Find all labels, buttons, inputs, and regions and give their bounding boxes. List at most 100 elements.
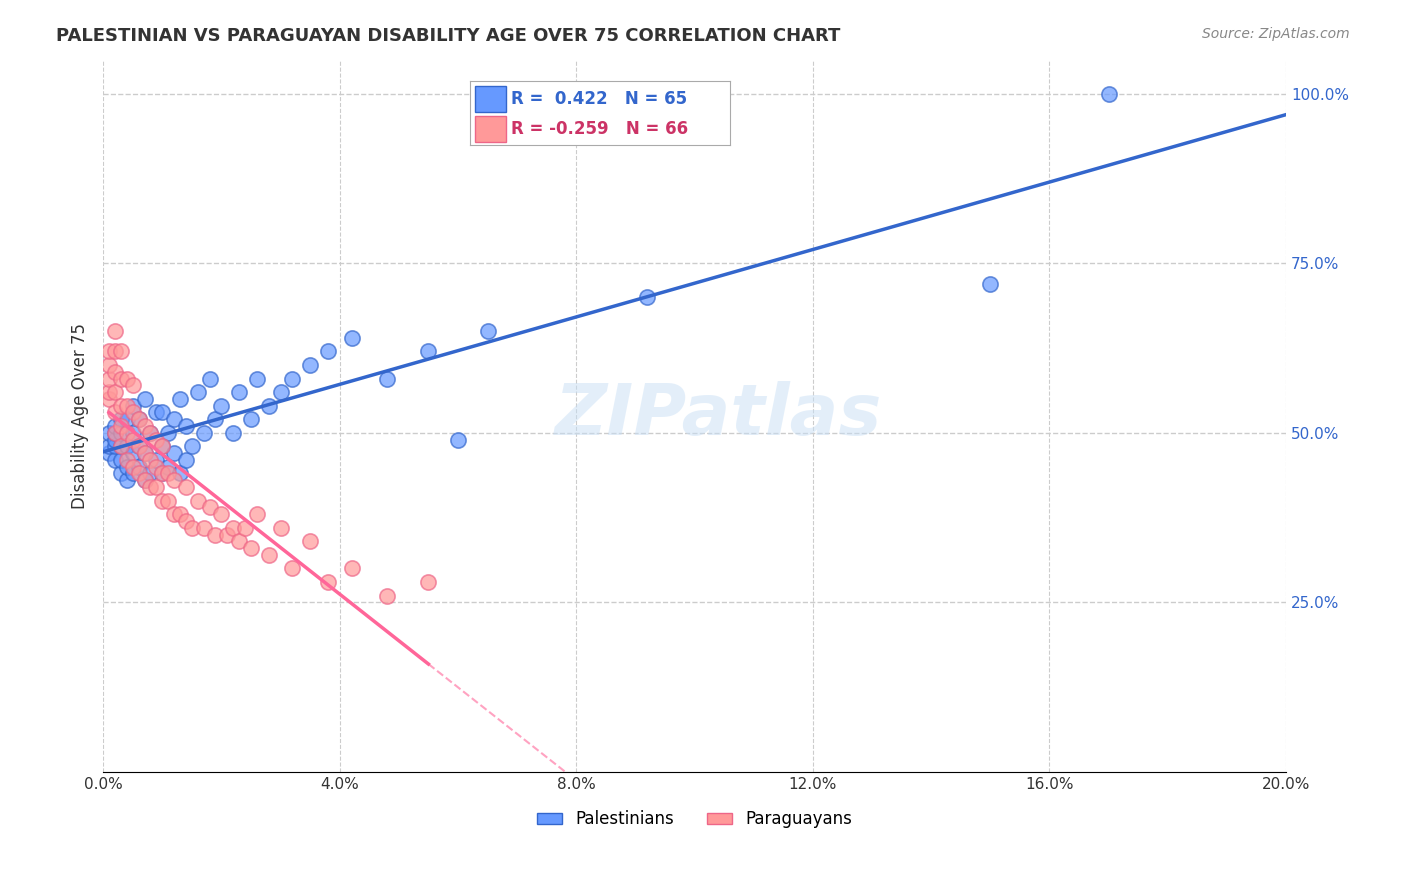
Point [110,425,132,440]
Point [139,425,162,440]
Point [110,419,132,434]
Text: PALESTINIAN VS PARAGUAYAN DISABILITY AGE OVER 75 CORRELATION CHART: PALESTINIAN VS PARAGUAYAN DISABILITY AGE… [56,27,841,45]
Point [115,473,138,487]
Point [150,493,173,508]
Point [104,425,127,440]
Point [134,473,156,487]
Point [139,453,162,467]
Point [979,277,1001,291]
Point [115,453,138,467]
Point [340,331,363,345]
Point [163,412,186,426]
Point [121,378,143,392]
Point [222,521,245,535]
Point [316,575,339,590]
Point [198,500,221,515]
Point [150,467,173,481]
Point [98,385,121,400]
Point [169,507,191,521]
Point [121,433,143,447]
Point [104,385,127,400]
Point [128,459,150,474]
Text: Source: ZipAtlas.com: Source: ZipAtlas.com [1202,27,1350,41]
Point [110,412,132,426]
Point [98,392,121,406]
Point [157,425,180,440]
Point [115,459,138,474]
Point [299,534,322,549]
Point [145,480,167,494]
Point [209,399,232,413]
Point [121,425,143,440]
Point [150,439,173,453]
Point [121,446,143,460]
Point [240,412,263,426]
Point [281,561,304,575]
Point [110,439,132,453]
Point [257,399,280,413]
Point [104,439,127,453]
Point [110,399,132,413]
Point [180,521,202,535]
Point [139,467,162,481]
Point [163,507,186,521]
Point [98,371,121,385]
Point [104,425,127,440]
Point [128,412,150,426]
Point [222,425,245,440]
Point [418,344,440,359]
Point [121,399,143,413]
Point [209,507,232,521]
Point [98,446,121,460]
Legend: Palestinians, Paraguayans: Palestinians, Paraguayans [530,804,859,835]
Point [115,439,138,453]
Point [150,439,173,453]
Point [246,371,269,385]
Point [636,290,658,304]
Point [270,521,292,535]
Point [418,575,440,590]
Point [169,467,191,481]
Point [121,467,143,481]
Point [121,405,143,419]
Point [257,548,280,562]
Point [316,344,339,359]
Point [115,412,138,426]
Point [163,446,186,460]
Point [299,358,322,372]
Point [375,589,398,603]
Point [139,480,162,494]
Point [134,473,156,487]
Point [270,385,292,400]
Point [98,439,121,453]
Point [110,439,132,453]
Y-axis label: Disability Age Over 75: Disability Age Over 75 [72,323,89,508]
Point [110,371,132,385]
Point [174,514,197,528]
Point [157,493,180,508]
Point [121,459,143,474]
Point [104,433,127,447]
Point [110,453,132,467]
Point [174,419,197,434]
Point [134,392,156,406]
Point [193,521,215,535]
Point [145,405,167,419]
Point [115,371,138,385]
Point [193,425,215,440]
Point [240,541,263,556]
Point [98,358,121,372]
Point [150,467,173,481]
Point [104,453,127,467]
Point [98,425,121,440]
Point [180,439,202,453]
Point [104,344,127,359]
Point [104,419,127,434]
Point [187,385,209,400]
Point [104,365,127,379]
Point [204,412,226,426]
Point [228,534,250,549]
Point [246,507,269,521]
Point [174,453,197,467]
Point [128,467,150,481]
